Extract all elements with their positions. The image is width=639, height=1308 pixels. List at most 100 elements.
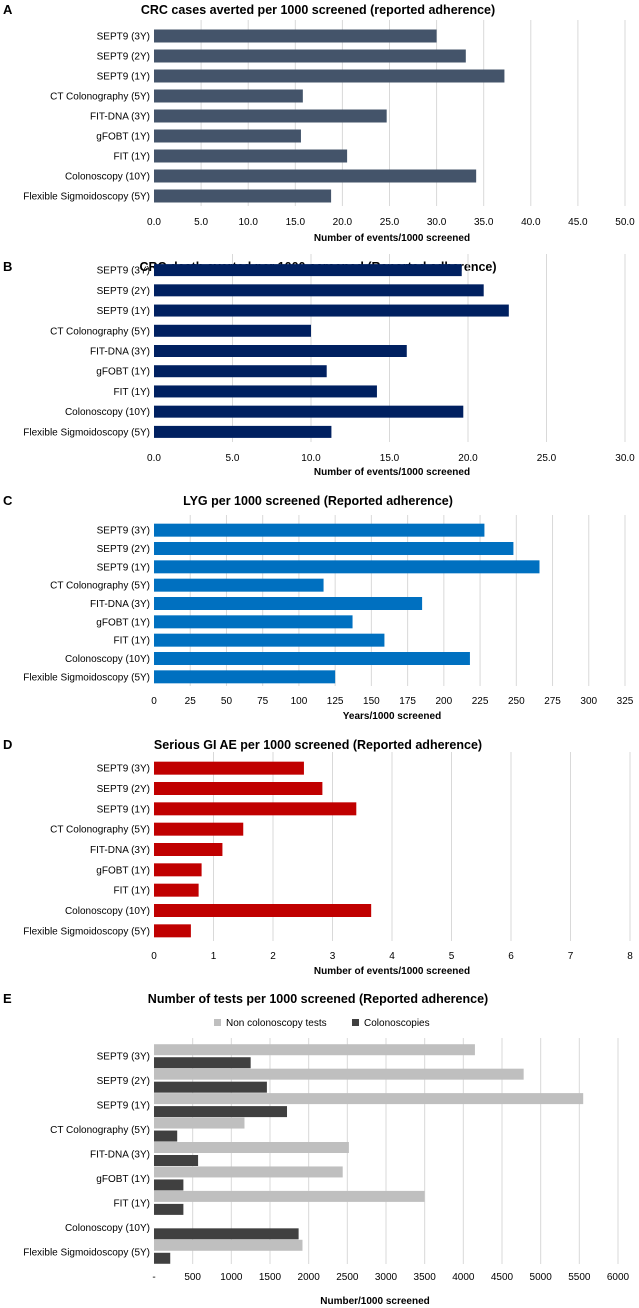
tick-label: 4000 <box>452 1272 475 1283</box>
panel-a: A CRC cases averted per 1000 screened (r… <box>3 2 635 244</box>
bar <box>154 782 323 795</box>
panel-b: B CRC death averted per 1000 screened (R… <box>3 254 635 478</box>
tick-label: 275 <box>544 696 561 707</box>
bar <box>154 129 301 143</box>
bar-non-colonoscopy <box>154 1044 475 1056</box>
tick-label: 50.0 <box>615 217 635 228</box>
tick-label: 15.0 <box>286 217 306 228</box>
category-label: SEPT9 (2Y) <box>97 544 150 555</box>
tick-label: 7 <box>568 951 574 962</box>
bar <box>154 542 514 555</box>
panel-letter-c: C <box>3 493 13 508</box>
category-label: SEPT9 (3Y) <box>97 764 150 775</box>
bar-non-colonoscopy <box>154 1142 349 1153</box>
bar-colonoscopies <box>154 1057 251 1069</box>
bar-colonoscopies <box>154 1252 171 1264</box>
bar-colonoscopies <box>154 1228 299 1240</box>
panel-a-ticks: 0.0 5.0 10.0 15.0 20.0 25.0 30.0 35.0 40.0 45.0 50… <box>147 217 635 228</box>
tick-label: 2500 <box>336 1272 359 1283</box>
category-label: Flexible Sigmoidoscopy (5Y) <box>23 926 150 937</box>
legend-swatch-non-colonoscopy <box>214 1019 221 1026</box>
bar <box>154 863 202 877</box>
tick-label: 1000 <box>220 1272 243 1283</box>
category-label: SEPT9 (3Y) <box>97 526 150 537</box>
category-label: SEPT9 (1Y) <box>97 1101 150 1112</box>
category-label: Colonoscopy (10Y) <box>65 654 150 665</box>
panel-letter-d: D <box>3 737 12 752</box>
category-label: CT Colonography (5Y) <box>50 825 150 836</box>
bar <box>154 761 304 775</box>
bar <box>154 169 477 183</box>
bar <box>154 597 423 610</box>
category-label: SEPT9 (1Y) <box>97 804 150 815</box>
category-label: FIT (1Y) <box>114 886 150 897</box>
category-label: Colonoscopy (10Y) <box>65 906 150 917</box>
bar-non-colonoscopy <box>154 1239 303 1251</box>
panel-e-bars <box>154 1044 584 1264</box>
bar <box>154 109 387 123</box>
panel-e-xlabel: Number/1000 screened <box>320 1296 430 1307</box>
tick-label: 25.0 <box>380 217 400 228</box>
category-label: FIT-DNA (3Y) <box>90 599 150 610</box>
tick-label: 10.0 <box>238 217 258 228</box>
tick-label: 8 <box>627 951 633 962</box>
bar-non-colonoscopy <box>154 1093 584 1105</box>
category-label: FIT (1Y) <box>114 1198 150 1209</box>
category-label: FIT (1Y) <box>114 387 150 398</box>
panel-d-xlabel: Number of events/1000 screened <box>314 966 470 977</box>
category-label: SEPT9 (3Y) <box>97 32 150 43</box>
tick-label: 200 <box>436 696 453 707</box>
tick-label: 0.0 <box>147 453 161 464</box>
tick-label: 125 <box>327 696 344 707</box>
bar <box>154 904 372 917</box>
category-label: CT Colonography (5Y) <box>50 1125 150 1136</box>
bar <box>154 49 466 63</box>
panel-c-bars <box>154 523 540 684</box>
panel-e-ticks: - 500 1000 1500 2000 2500 3000 3500 4000 4500 5000… <box>152 1272 629 1283</box>
tick-label: 2000 <box>298 1272 321 1283</box>
tick-label: 3500 <box>414 1272 437 1283</box>
bar <box>154 89 303 103</box>
category-label: FIT (1Y) <box>114 152 150 163</box>
bar <box>154 304 509 317</box>
category-label: Colonoscopy (10Y) <box>65 407 150 418</box>
tick-label: 20.0 <box>333 217 353 228</box>
panel-letter-b: B <box>3 259 12 274</box>
tick-label: 0 <box>151 696 157 707</box>
tick-label: 15.0 <box>380 453 400 464</box>
category-label: Flexible Sigmoidoscopy (5Y) <box>23 427 150 438</box>
panel-b-xlabel: Number of events/1000 screened <box>314 467 470 478</box>
panel-b-ticks: 0.0 5.0 10.0 15.0 20.0 25.0 30.0 <box>147 453 635 464</box>
tick-label: 5.0 <box>194 217 208 228</box>
panel-b-bars <box>154 264 509 438</box>
category-label: FIT-DNA (3Y) <box>90 347 150 358</box>
bar <box>154 843 223 856</box>
category-label: CT Colonography (5Y) <box>50 326 150 337</box>
bar-non-colonoscopy <box>154 1190 425 1202</box>
bar <box>154 324 311 337</box>
bar <box>154 284 484 297</box>
panel-c: C LYG per 1000 screened (Reported adhere… <box>3 493 634 722</box>
panel-a-title: CRC cases averted per 1000 screened (rep… <box>141 3 495 17</box>
tick-label: 1 <box>211 951 217 962</box>
category-label: SEPT9 (1Y) <box>97 562 150 573</box>
category-label: gFOBT (1Y) <box>96 617 150 628</box>
tick-label: 6 <box>508 951 514 962</box>
tick-label: 20.0 <box>458 453 478 464</box>
bar <box>154 615 353 629</box>
category-label: FIT-DNA (3Y) <box>90 112 150 123</box>
tick-label: 3 <box>330 951 336 962</box>
category-label: SEPT9 (2Y) <box>97 784 150 795</box>
category-label: FIT-DNA (3Y) <box>90 1150 150 1161</box>
tick-label: 250 <box>508 696 525 707</box>
category-label: SEPT9 (2Y) <box>97 286 150 297</box>
bar-non-colonoscopy <box>154 1068 524 1080</box>
bar <box>154 924 191 938</box>
tick-label: 4 <box>389 951 395 962</box>
category-label: SEPT9 (2Y) <box>97 1076 150 1087</box>
panel-e-legend: Non colonoscopy tests Colonoscopies <box>214 1018 430 1029</box>
tick-label: 50 <box>221 696 233 707</box>
panel-d: D Serious GI AE per 1000 screened (Repor… <box>3 737 633 977</box>
panel-d-ticks: 0 1 2 3 4 5 6 7 8 <box>151 951 633 962</box>
